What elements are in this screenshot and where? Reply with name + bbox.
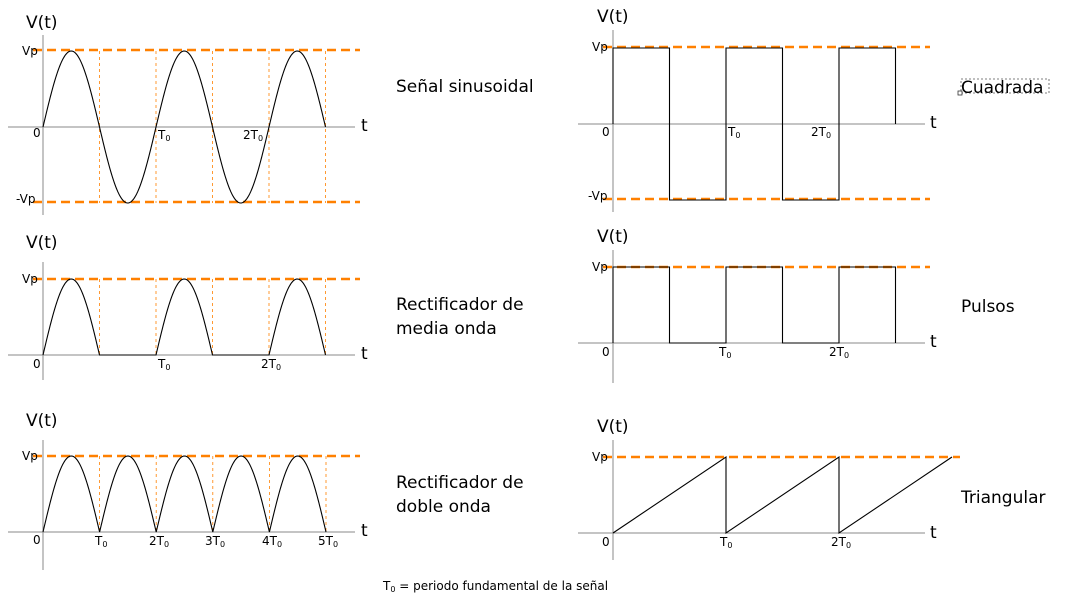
tick-label-2t0: 2T0 bbox=[149, 534, 169, 549]
period-guides bbox=[99, 279, 326, 355]
panel-square-wave: V(t) t Vp 0 -Vp T0 2T0 Cuadrada bbox=[578, 7, 1050, 212]
panel-title-line-1: Rectificador de bbox=[396, 473, 524, 493]
selection-handle bbox=[957, 90, 963, 96]
zero-label: 0 bbox=[33, 126, 41, 140]
panel-triangular-wave: V(t) t Vp 0 T0 2T0 Triangular bbox=[578, 417, 1046, 560]
panel-half-wave-rectifier: V(t) t Vp 0 T0 2T0 Rectificador de media… bbox=[8, 233, 524, 380]
vp-label: Vp bbox=[22, 272, 38, 286]
panel-sine-wave: V(t) t Vp 0 -Vp T0 2T0 Señal sinusoidal bbox=[8, 13, 534, 215]
vp-label: Vp bbox=[592, 40, 608, 54]
x-axis-label: t bbox=[361, 116, 368, 136]
tick-label-t0: T0 bbox=[727, 125, 740, 140]
x-axis-label: t bbox=[930, 523, 937, 543]
tick-label-t0: T0 bbox=[718, 345, 731, 360]
tick-label-2t0: 2T0 bbox=[811, 125, 831, 140]
waveform-curve bbox=[612, 455, 953, 535]
neg-vp-label: -Vp bbox=[588, 189, 607, 203]
y-axis-label: V(t) bbox=[26, 411, 58, 431]
period-guides bbox=[99, 456, 327, 532]
tick-label-4t0: 4T0 bbox=[262, 534, 282, 549]
zero-label: 0 bbox=[602, 125, 610, 139]
y-axis-label: V(t) bbox=[597, 7, 629, 27]
panel-title: Triangular bbox=[960, 488, 1046, 508]
period-guides bbox=[99, 51, 326, 203]
x-axis-label: t bbox=[361, 521, 368, 541]
vp-label: Vp bbox=[592, 450, 608, 464]
panel-title-line-1: Rectificador de bbox=[396, 295, 524, 315]
panel-title: Cuadrada bbox=[961, 78, 1043, 98]
zero-label: 0 bbox=[602, 345, 610, 359]
y-axis-label: V(t) bbox=[26, 13, 58, 33]
zero-label: 0 bbox=[33, 533, 41, 547]
tick-label-2t0: 2T0 bbox=[831, 535, 851, 550]
tick-label-t0: T0 bbox=[157, 128, 170, 143]
vp-label: Vp bbox=[22, 44, 38, 58]
zero-label: 0 bbox=[602, 535, 610, 549]
x-axis-label: t bbox=[930, 332, 937, 352]
footnote: T0 = periodo fundamental de la señal bbox=[382, 579, 608, 594]
panel-full-wave-rectifier: V(t) t Vp 0 T0 2T0 3T0 4T0 5T0 Rectifica… bbox=[8, 411, 524, 570]
tick-label-2t0: 2T0 bbox=[829, 345, 849, 360]
panel-title: Pulsos bbox=[961, 297, 1015, 317]
tick-label-2t0: 2T0 bbox=[261, 357, 281, 372]
panel-title: Señal sinusoidal bbox=[396, 77, 534, 97]
panel-title-line-2: doble onda bbox=[396, 497, 491, 517]
tick-label-t0: T0 bbox=[719, 535, 732, 550]
vp-label: Vp bbox=[22, 449, 38, 463]
x-axis-label: t bbox=[930, 113, 937, 133]
waveform-curve bbox=[42, 50, 327, 204]
x-axis-label: t bbox=[361, 344, 368, 364]
waveform-curve bbox=[42, 455, 327, 533]
text-selection-box bbox=[960, 78, 1050, 94]
tick-label-3t0: 3T0 bbox=[205, 534, 225, 549]
tick-label-t0: T0 bbox=[94, 534, 107, 549]
y-axis-label: V(t) bbox=[597, 417, 629, 437]
neg-vp-label: -Vp bbox=[16, 192, 35, 206]
tick-label-2t0: 2T0 bbox=[243, 128, 263, 143]
waveform-curve bbox=[612, 266, 897, 344]
panel-title-line-2: media onda bbox=[396, 319, 497, 339]
vp-label: Vp bbox=[592, 260, 608, 274]
y-axis-label: V(t) bbox=[597, 227, 629, 247]
tick-label-5t0: 5T0 bbox=[318, 534, 338, 549]
panel-pulse-wave: V(t) t Vp 0 T0 2T0 Pulsos bbox=[578, 227, 1015, 383]
zero-label: 0 bbox=[33, 357, 41, 371]
waveform-curve bbox=[612, 47, 897, 201]
waveform-curve bbox=[42, 278, 327, 356]
tick-label-t0: T0 bbox=[157, 357, 170, 372]
y-axis-label: V(t) bbox=[26, 233, 58, 253]
